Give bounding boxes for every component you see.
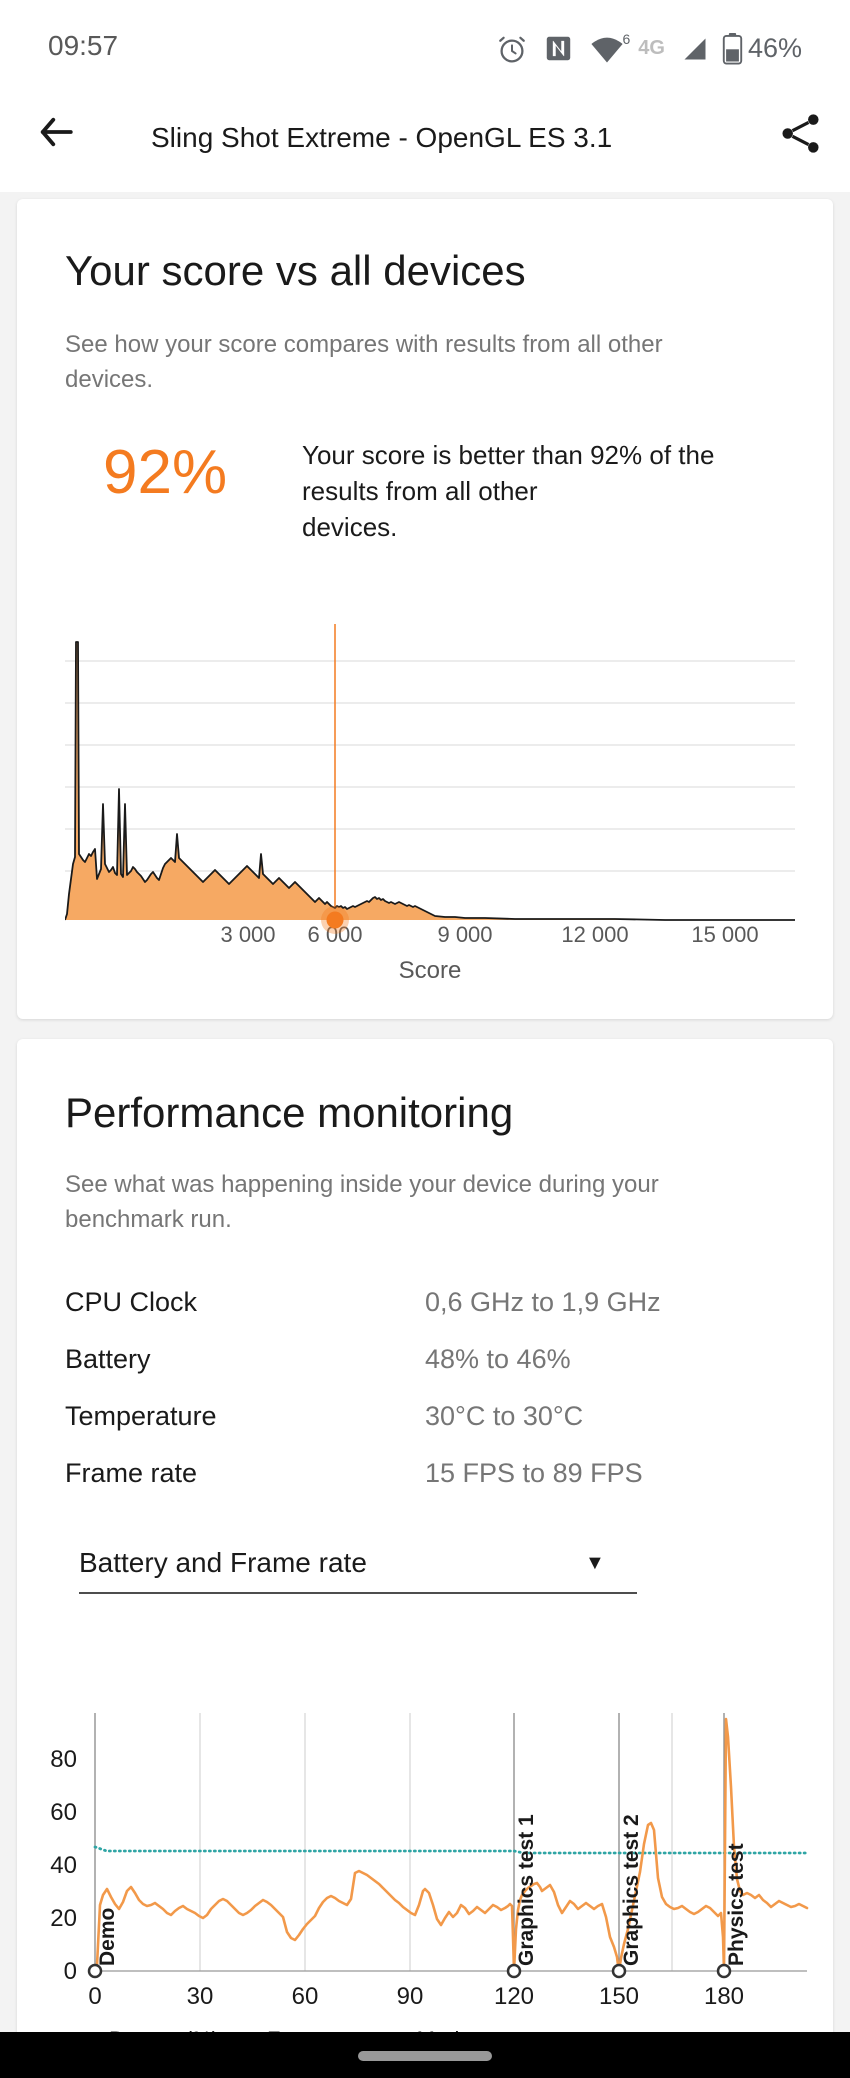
- svg-text:15 000: 15 000: [691, 922, 758, 947]
- svg-text:40: 40: [50, 1852, 77, 1879]
- svg-text:Physics test: Physics test: [725, 1843, 748, 1966]
- svg-text:80: 80: [50, 1746, 77, 1773]
- svg-text:Graphics test 2: Graphics test 2: [620, 1814, 643, 1966]
- svg-text:150: 150: [599, 1983, 639, 2010]
- svg-text:3 000: 3 000: [220, 922, 275, 947]
- svg-text:20: 20: [50, 1905, 77, 1932]
- svg-text:0: 0: [88, 1983, 101, 2010]
- svg-text:30: 30: [187, 1983, 214, 2010]
- svg-text:12 000: 12 000: [561, 922, 628, 947]
- svg-text:60: 60: [50, 1799, 77, 1826]
- svg-text:9 000: 9 000: [437, 922, 492, 947]
- svg-text:120: 120: [494, 1983, 534, 2010]
- svg-text:Demo: Demo: [96, 1908, 119, 1966]
- svg-text:0: 0: [64, 1958, 77, 1985]
- svg-text:60: 60: [292, 1983, 319, 2010]
- svg-text:90: 90: [397, 1983, 424, 2010]
- svg-text:180: 180: [704, 1983, 744, 2010]
- svg-text:Graphics test 1: Graphics test 1: [515, 1814, 538, 1966]
